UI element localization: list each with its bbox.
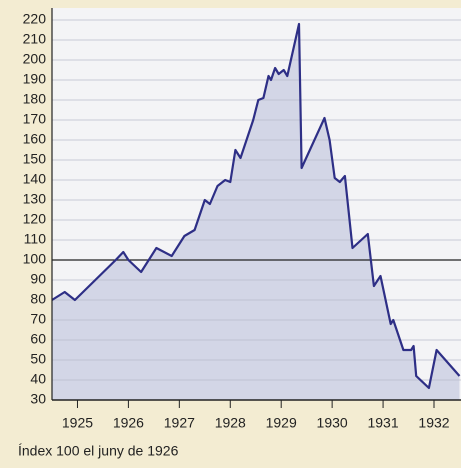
x-tick-label: 1926 [113, 415, 144, 431]
y-tick-label: 60 [30, 331, 46, 347]
y-tick-label: 200 [23, 51, 47, 67]
x-tick-label: 1932 [418, 415, 449, 431]
y-tick-label: 110 [24, 231, 47, 247]
x-tick-label: 1930 [317, 415, 348, 431]
y-tick-label: 120 [23, 211, 47, 227]
y-tick-label: 150 [23, 151, 47, 167]
y-tick-label: 50 [30, 351, 46, 367]
x-tick-label: 1928 [215, 415, 246, 431]
y-tick-label: 70 [30, 311, 46, 327]
y-tick-label: 220 [23, 11, 47, 27]
y-tick-label: 40 [30, 371, 46, 387]
y-tick-label: 180 [23, 91, 47, 107]
y-tick-label: 80 [30, 291, 46, 307]
x-tick-label: 1925 [62, 415, 93, 431]
x-tick-label: 1927 [164, 415, 195, 431]
y-tick-label: 210 [23, 31, 47, 47]
y-tick-label: 140 [23, 171, 47, 187]
y-tick-label: 100 [23, 251, 47, 267]
chart: Índex 100 el juny de 1926 30 40 50 60 70 80 90… [0, 0, 461, 463]
page: Índex 100 el juny de 1926 30 40 50 60 70 80 90… [0, 0, 461, 468]
caption: Índex 100 el juny de 1926 [18, 443, 179, 459]
x-tick-label: 1929 [266, 415, 297, 431]
y-tick-label: 30 [30, 391, 46, 407]
y-tick-label: 130 [23, 191, 47, 207]
x-tick-label: 1931 [367, 415, 398, 431]
y-tick-label: 190 [23, 71, 47, 87]
y-tick-label: 170 [23, 111, 47, 127]
y-tick-label: 90 [30, 271, 46, 287]
y-tick-label: 160 [23, 131, 47, 147]
